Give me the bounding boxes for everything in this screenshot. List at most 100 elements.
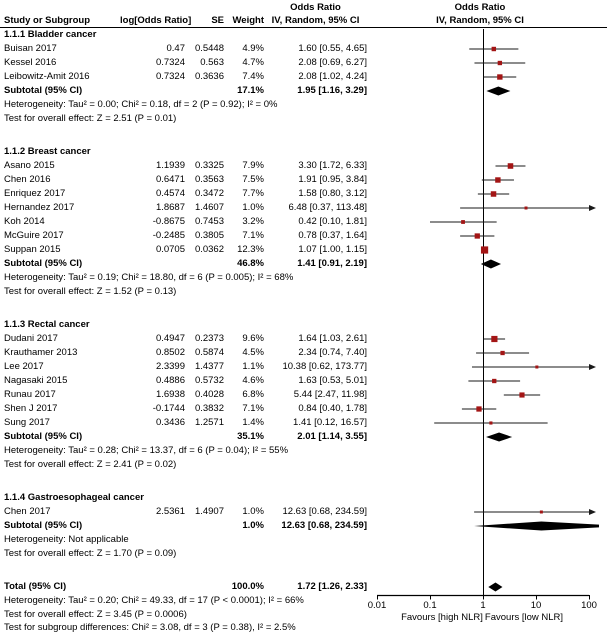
study-weight: 7.1% (242, 403, 264, 414)
total-row-label: Total (95% CI) (4, 581, 67, 592)
study-weight: 4.6% (242, 375, 264, 386)
column-header-study: Study or Subgroup (4, 15, 91, 26)
column-header-ci: IV, Random, 95% CI (271, 15, 360, 26)
subtotal-row-weight: 35.1% (237, 431, 264, 442)
effect-square (497, 60, 503, 66)
axis-tick-label: 10 (531, 600, 542, 611)
study-row: Sung 2017 0.3436 1.2571 1.4% 1.41 [0.12, 16.… (0, 416, 607, 430)
study-se: 0.5448 (194, 43, 224, 54)
effect-square (539, 510, 543, 514)
study-row: Asano 2015 1.1939 0.3325 7.9% 3.30 [1.72, 6.… (0, 159, 607, 173)
subtotal-row-ci-text: 2.01 [1.14, 3.55] (297, 431, 367, 442)
effect-square (474, 233, 480, 239)
study-weight: 7.9% (242, 160, 264, 171)
overall-effect-note: Test for overall effect: Z = 1.52 (P = 0… (0, 285, 607, 299)
study-weight: 7.1% (242, 230, 264, 241)
study-name: Lee 2017 (4, 361, 44, 372)
study-weight: 7.4% (242, 71, 264, 82)
study-name: Asano 2015 (4, 160, 55, 171)
study-logor: 0.3436 (155, 417, 185, 428)
study-logor: -0.1744 (152, 403, 185, 414)
favours-right-label: Favours [low NLR] (485, 612, 563, 623)
study-name: Dudani 2017 (4, 333, 58, 344)
subgroup-title: 1.1.3 Rectal cancer (0, 318, 607, 332)
study-logor: 1.6938 (155, 389, 185, 400)
study-ci-text: 6.48 [0.37, 113.48] (288, 202, 367, 213)
study-weight: 1.4% (242, 417, 264, 428)
study-ci-text: 2.08 [1.02, 4.24] (298, 71, 367, 82)
column-header-se: SE (211, 15, 224, 26)
total-overall-effect-note-text: Test for overall effect: Z = 3.45 (P = 0… (4, 608, 187, 620)
study-se: 0.3325 (194, 160, 224, 171)
study-se: 0.7453 (194, 216, 224, 227)
total-row-logor (120, 580, 185, 594)
total-row-ci-text: 1.72 [1.26, 2.33] (297, 581, 367, 592)
heterogeneity-note-text: Heterogeneity: Tau² = 0.00; Chi² = 0.18,… (4, 99, 278, 110)
study-row: McGuire 2017 -0.2485 0.3805 7.1% 0.78 [0.37,… (0, 229, 607, 243)
study-name: Runau 2017 (4, 389, 56, 400)
study-row: Krauthamer 2013 0.8502 0.5874 4.5% 2.34 [0.7… (0, 346, 607, 360)
total-diamond (488, 582, 503, 592)
subgroup-title-text: 1.1.4 Gastroesophageal cancer (4, 492, 144, 503)
subtotal-row-ci-text: 12.63 [0.68, 234.59] (281, 520, 367, 531)
table-body: 1.1.1 Bladder cancer Buisan 2017 0.47 0.544… (0, 28, 607, 635)
study-logor: 1.1939 (155, 160, 185, 171)
study-se: 0.3472 (194, 188, 224, 199)
subgroup-title-text: 1.1.1 Bladder cancer (4, 29, 97, 40)
overall-effect-note: Test for overall effect: Z = 1.70 (P = 0… (0, 547, 607, 561)
subtotal-diamond (474, 521, 599, 531)
overall-effect-note-text: Test for overall effect: Z = 1.52 (P = 0… (4, 285, 177, 297)
effect-square (519, 392, 525, 398)
subtotal-row-se (185, 430, 224, 444)
study-name: Hernandez 2017 (4, 202, 75, 213)
total-row-weight: 100.0% (231, 581, 264, 592)
study-weight: 6.8% (242, 389, 264, 400)
study-ci-text: 0.42 [0.10, 1.81] (298, 216, 367, 227)
study-weight: 12.3% (237, 244, 264, 255)
study-row: Chen 2016 0.6471 0.3563 7.5% 1.91 [0.95, 3.8… (0, 173, 607, 187)
study-weight: 1.1% (242, 361, 264, 372)
study-logor: 0.7324 (155, 57, 185, 68)
column-header-logor: log[Odds Ratio] (120, 15, 192, 26)
effect-square (492, 378, 497, 384)
study-logor: 2.3399 (155, 361, 185, 372)
effect-square (491, 46, 497, 52)
study-ci-text: 1.60 [0.55, 4.65] (298, 43, 367, 54)
column-header-odds-ratio-text: Odds Ratio (290, 2, 341, 13)
heterogeneity-note: Heterogeneity: Tau² = 0.00; Chi² = 0.18,… (0, 98, 607, 112)
plot-header-odds-ratio: Odds Ratio (454, 2, 506, 13)
total-heterogeneity-note: Heterogeneity: Tau² = 0.20; Chi² = 49.33… (0, 594, 607, 608)
effect-square (535, 365, 539, 369)
heterogeneity-note-text: Heterogeneity: Tau² = 0.28; Chi² = 13.37… (4, 445, 289, 456)
effect-square (497, 74, 503, 80)
study-logor: 1.8687 (155, 202, 185, 213)
study-se: 1.4607 (194, 202, 224, 213)
study-se: 0.563 (200, 57, 224, 68)
study-logor: 0.4886 (155, 375, 185, 386)
study-row: Lee 2017 2.3399 1.4377 1.1% 10.38 [0.62, 173… (0, 360, 607, 374)
study-ci-text: 0.78 [0.37, 1.64] (298, 230, 367, 241)
subgroup-differences-note: Test for subgroup differences: Chi² = 3.… (0, 621, 607, 635)
study-weight: 1.0% (242, 202, 264, 213)
study-name: Chen 2016 (4, 174, 51, 185)
study-logor: 2.5361 (155, 506, 185, 517)
overall-effect-note-text: Test for overall effect: Z = 2.41 (P = 0… (4, 458, 177, 470)
total-heterogeneity-note-text: Heterogeneity: Tau² = 0.20; Chi² = 49.33… (4, 595, 304, 606)
study-weight: 7.7% (242, 188, 264, 199)
study-logor: 0.47 (166, 43, 186, 54)
study-row: Enriquez 2017 0.4574 0.3472 7.7% 1.58 [0.80,… (0, 187, 607, 201)
subtotal-diamond (486, 86, 511, 96)
study-name: Koh 2014 (4, 216, 45, 227)
study-row: Chen 2017 2.5361 1.4907 1.0% 12.63 [0.68, 23… (0, 505, 607, 519)
study-logor: -0.2485 (152, 230, 185, 241)
study-se: 0.0362 (194, 244, 224, 255)
study-name: Suppan 2015 (4, 244, 61, 255)
study-ci-text: 0.84 [0.40, 1.78] (298, 403, 367, 414)
subtotal-row-label: Subtotal (95% CI) (4, 520, 83, 531)
total-overall-effect-note: Test for overall effect: Z = 3.45 (P = 0… (0, 608, 607, 622)
study-weight: 9.6% (242, 333, 264, 344)
study-se: 1.4377 (194, 361, 224, 372)
study-ci-text: 1.07 [1.00, 1.15] (298, 244, 367, 255)
ci-arrow-right (589, 205, 596, 211)
